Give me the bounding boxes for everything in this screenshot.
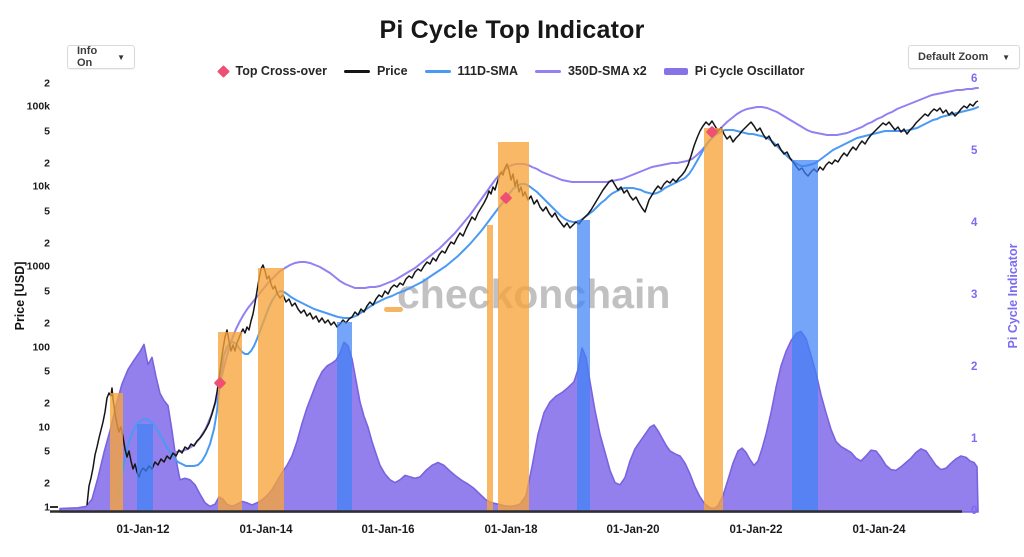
y-left-tick-label: 2 bbox=[44, 78, 50, 90]
y-left-tick-label: 10 bbox=[38, 422, 50, 434]
line-marker-icon bbox=[534, 69, 561, 73]
legend-item-111d-sma[interactable]: 111D-SMA bbox=[424, 64, 518, 78]
legend-label: Price bbox=[376, 64, 408, 78]
x-axis-tick-label: 01-Jan-14 bbox=[239, 524, 293, 536]
chevron-down-icon: ▼ bbox=[117, 52, 125, 62]
pi-cycle-top-band bbox=[258, 268, 284, 512]
watermark: checkonchain bbox=[397, 271, 671, 317]
pi-cycle-top-band bbox=[704, 128, 723, 512]
legend-item-pi-cycle-oscillator[interactable]: Pi Cycle Oscillator bbox=[663, 64, 805, 78]
top-crossover-diamond bbox=[706, 126, 718, 138]
x-axis-tick-label: 01-Jan-22 bbox=[729, 524, 782, 536]
y-left-tick-label: 2 bbox=[44, 478, 50, 490]
zoom-dropdown-label: Default Zoom bbox=[918, 51, 989, 63]
pi-cycle-bottom-band bbox=[337, 322, 352, 512]
y-right-tick-label: 1 bbox=[971, 433, 978, 445]
y-axis-title-price: Price [USD] bbox=[13, 261, 27, 331]
y-left-tick-label: 5 bbox=[44, 286, 50, 298]
y-left-tick-label: 10k bbox=[32, 181, 50, 193]
y-left-tick-label: 5 bbox=[44, 446, 50, 458]
line-marker-icon bbox=[343, 69, 370, 73]
y-right-tick-label: 3 bbox=[971, 289, 977, 301]
y-left-tick-label: 100k bbox=[27, 101, 51, 113]
diamond-marker-icon bbox=[217, 64, 231, 78]
y-left-tick-label: 5 bbox=[44, 126, 50, 138]
y-right-tick-label: 2 bbox=[971, 361, 977, 373]
pi-cycle-top-band bbox=[110, 393, 123, 512]
pi-cycle-top-band bbox=[218, 332, 242, 512]
pi-cycle-bottom-band bbox=[792, 160, 818, 512]
pi-cycle-top-band bbox=[487, 225, 493, 512]
info-dropdown[interactable]: Info On ▼ bbox=[67, 45, 135, 69]
top-crossover-diamond bbox=[214, 377, 226, 389]
zoom-dropdown[interactable]: Default Zoom ▼ bbox=[908, 45, 1020, 69]
legend-item-350d-sma-x2[interactable]: 350D-SMA x2 bbox=[534, 64, 647, 78]
pi-cycle-top-band bbox=[498, 142, 529, 512]
pi-cycle-bottom-band bbox=[137, 424, 153, 512]
page-title: Pi Cycle Top Indicator bbox=[379, 16, 645, 44]
legend-label: Pi Cycle Oscillator bbox=[694, 64, 805, 78]
top-crossover-diamond bbox=[500, 192, 512, 204]
watermark-dash-icon bbox=[384, 307, 403, 312]
legend-item-top-crossover[interactable]: Top Cross-over bbox=[217, 64, 327, 78]
x-axis-tick-label: 01-Jan-12 bbox=[116, 524, 169, 536]
y-left-tick-label: 2 bbox=[44, 238, 50, 250]
y-axis-title-pi-cycle: Pi Cycle Indicator bbox=[1006, 243, 1020, 349]
thick-line-marker-icon bbox=[663, 67, 688, 75]
y-left-tick-label: 2 bbox=[44, 398, 50, 410]
y-right-tick-label: 6 bbox=[971, 73, 977, 85]
y-left-tick-label: 100 bbox=[32, 342, 50, 354]
x-axis-tick-label: 01-Jan-24 bbox=[852, 524, 906, 536]
legend-label: 350D-SMA x2 bbox=[567, 64, 647, 78]
y-right-tick-label: 0 bbox=[971, 505, 977, 517]
y-right-tick-label: 4 bbox=[971, 217, 978, 229]
y-left-tick-label: 5 bbox=[44, 206, 50, 218]
legend-item-price[interactable]: Price bbox=[343, 64, 408, 78]
pi-cycle-bottom-band bbox=[577, 220, 590, 512]
x-axis-tick-label: 01-Jan-18 bbox=[484, 524, 538, 536]
y-left-tick-label: 5 bbox=[44, 366, 50, 378]
chevron-down-icon: ▼ bbox=[1002, 52, 1010, 62]
y-left-tick-label: 1 bbox=[44, 502, 50, 514]
y-left-tick-label: 2 bbox=[44, 318, 50, 330]
line-marker-icon bbox=[424, 69, 451, 73]
y-left-tick-label: 2 bbox=[44, 158, 50, 170]
legend-label: 111D-SMA bbox=[457, 64, 518, 78]
x-axis-tick-label: 01-Jan-16 bbox=[361, 524, 414, 536]
y-right-tick-label: 5 bbox=[971, 145, 978, 157]
y-left-tick-label: 1000 bbox=[27, 261, 51, 273]
info-dropdown-label: Info On bbox=[77, 45, 98, 69]
x-axis-tick-label: 01-Jan-20 bbox=[606, 524, 659, 536]
legend: Top Cross-over Price 111D-SMA 350D-SMA x… bbox=[0, 64, 1024, 78]
legend-label: Top Cross-over bbox=[235, 64, 327, 78]
